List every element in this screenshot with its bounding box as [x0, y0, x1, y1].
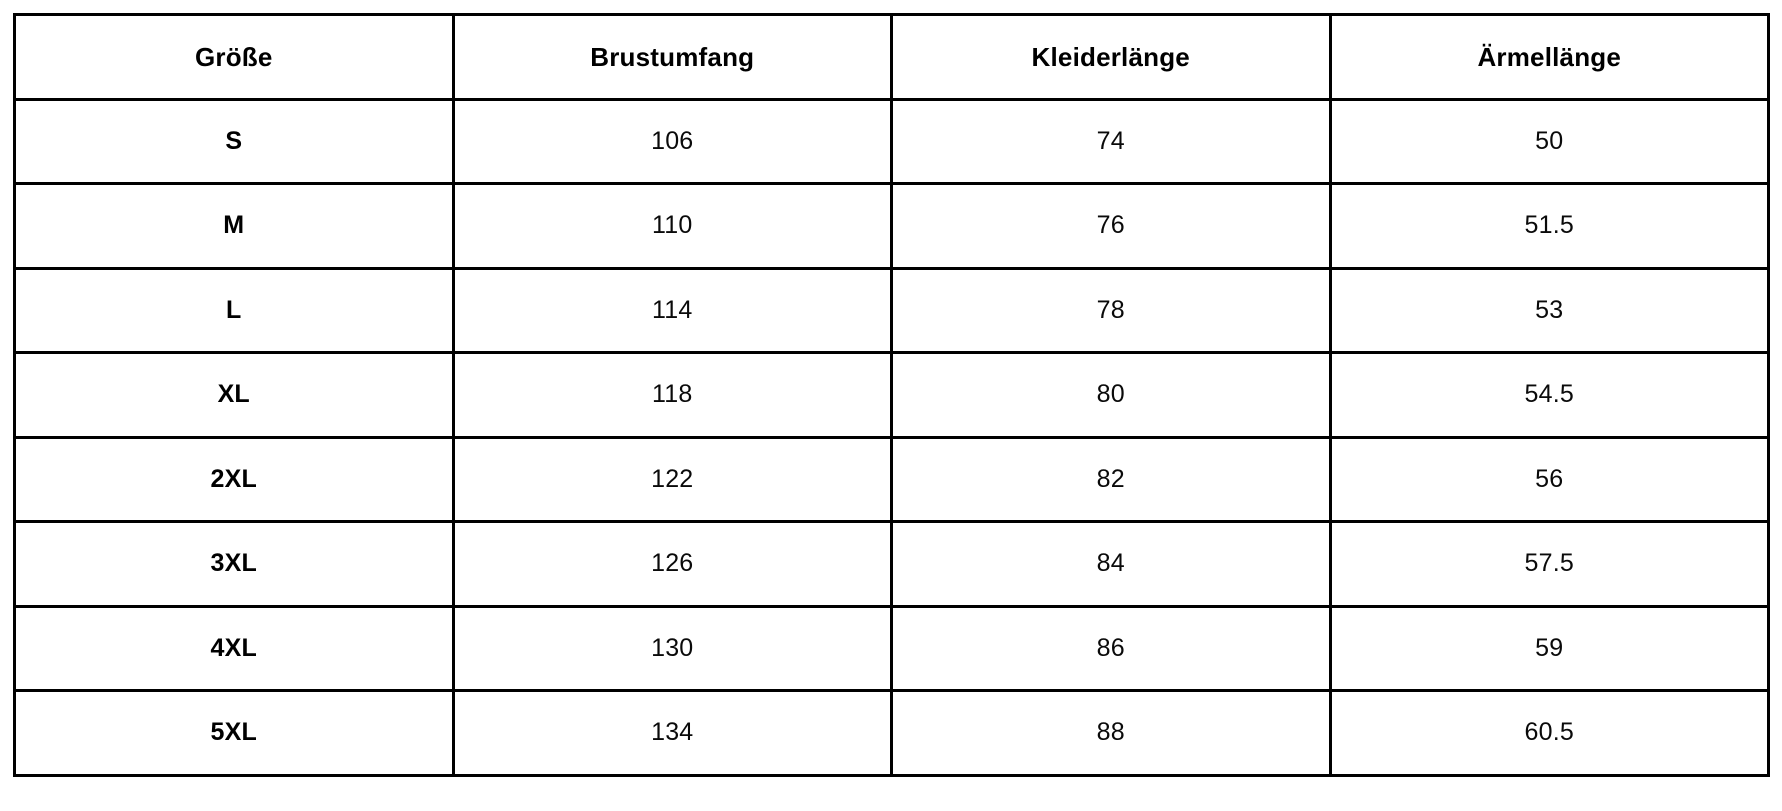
value-cell: 50: [1328, 97, 1770, 185]
value-cell: 126: [451, 520, 893, 608]
value-cell: 130: [451, 604, 893, 692]
value-cell: 60.5: [1328, 689, 1770, 777]
table-row-5xl: 5XL 134 88 60.5: [13, 689, 1770, 777]
value-cell: 86: [890, 604, 1332, 692]
table-row-l: L 114 78 53: [13, 266, 1770, 354]
size-cell: S: [13, 97, 455, 185]
size-chart-body: S 106 74 50 M 110 76 51.5 L 114 78 53 XL 118 80 54.5 2XL…: [13, 97, 1770, 777]
value-cell: 59: [1328, 604, 1770, 692]
table-row-s: S 106 74 50: [13, 97, 1770, 185]
size-cell: M: [13, 182, 455, 270]
size-cell: 2XL: [13, 435, 455, 523]
table-row-xl: XL 118 80 54.5: [13, 351, 1770, 439]
size-cell: 5XL: [13, 689, 455, 777]
value-cell: 56: [1328, 435, 1770, 523]
size-chart-container: Größe Brustumfang Kleiderlänge Ärmellänge S…: [13, 13, 1770, 777]
column-header-0: Größe: [13, 13, 455, 101]
value-cell: 88: [890, 689, 1332, 777]
table-row-m: M 110 76 51.5: [13, 182, 1770, 270]
size-cell: 4XL: [13, 604, 455, 692]
value-cell: 80: [890, 351, 1332, 439]
size-cell: 3XL: [13, 520, 455, 608]
value-cell: 84: [890, 520, 1332, 608]
value-cell: 134: [451, 689, 893, 777]
value-cell: 82: [890, 435, 1332, 523]
value-cell: 57.5: [1328, 520, 1770, 608]
value-cell: 114: [451, 266, 893, 354]
column-header-2: Kleiderlänge: [890, 13, 1332, 101]
value-cell: 51.5: [1328, 182, 1770, 270]
table-row-4xl: 4XL 130 86 59: [13, 604, 1770, 692]
size-chart-table: Größe Brustumfang Kleiderlänge Ärmellänge S…: [13, 13, 1770, 777]
value-cell: 78: [890, 266, 1332, 354]
value-cell: 106: [451, 97, 893, 185]
column-header-3: Ärmellänge: [1328, 13, 1770, 101]
column-header-1: Brustumfang: [451, 13, 893, 101]
value-cell: 54.5: [1328, 351, 1770, 439]
header-row: Größe Brustumfang Kleiderlänge Ärmellänge: [13, 13, 1770, 101]
size-cell: XL: [13, 351, 455, 439]
table-row-3xl: 3XL 126 84 57.5: [13, 520, 1770, 608]
table-row-2xl: 2XL 122 82 56: [13, 435, 1770, 523]
size-chart-head: Größe Brustumfang Kleiderlänge Ärmellänge: [13, 13, 1770, 101]
value-cell: 122: [451, 435, 893, 523]
value-cell: 53: [1328, 266, 1770, 354]
value-cell: 74: [890, 97, 1332, 185]
value-cell: 76: [890, 182, 1332, 270]
value-cell: 118: [451, 351, 893, 439]
value-cell: 110: [451, 182, 893, 270]
size-cell: L: [13, 266, 455, 354]
